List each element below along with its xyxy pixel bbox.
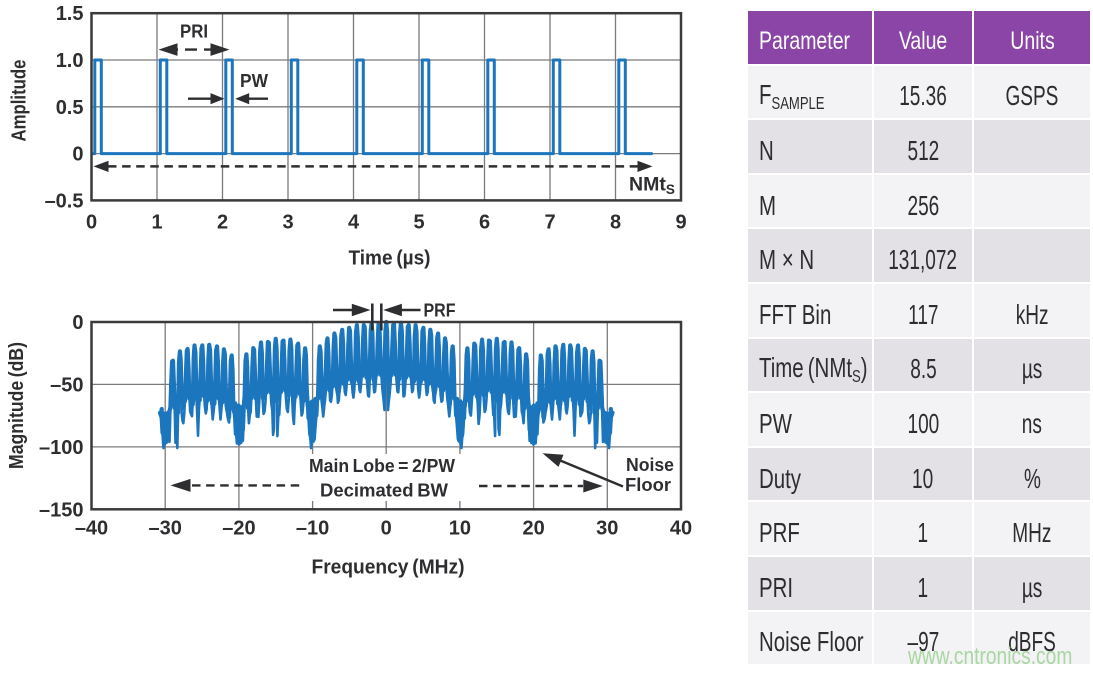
svg-text:7: 7 — [544, 212, 555, 234]
svg-text:2: 2 — [217, 212, 228, 234]
svg-text:–10: –10 — [296, 518, 329, 540]
svg-text:1: 1 — [151, 212, 162, 234]
svg-text:–40: –40 — [75, 518, 108, 540]
svg-text:5: 5 — [413, 212, 424, 234]
svg-text:9: 9 — [675, 212, 686, 234]
svg-text:6: 6 — [479, 212, 490, 234]
svg-text:40: 40 — [670, 518, 692, 540]
svg-text:0: 0 — [86, 212, 97, 234]
svg-text:3: 3 — [282, 212, 293, 234]
svg-text:1.0: 1.0 — [56, 50, 84, 72]
svg-text:PW: PW — [240, 70, 268, 91]
svg-text:Noise: Noise — [626, 454, 674, 475]
svg-text:Main Lobe = 2/PW: Main Lobe = 2/PW — [309, 455, 456, 476]
svg-text:Amplitude: Amplitude — [9, 60, 31, 142]
svg-text:10: 10 — [449, 518, 471, 540]
svg-text:20: 20 — [522, 518, 544, 540]
svg-text:–50: –50 — [50, 374, 83, 396]
svg-text:Frequency (MHz): Frequency (MHz) — [312, 557, 465, 579]
svg-text:–0.5: –0.5 — [45, 190, 84, 212]
svg-text:1.5: 1.5 — [56, 3, 84, 25]
svg-text:4: 4 — [348, 212, 360, 234]
svg-text:Magnitude (dB): Magnitude (dB) — [6, 342, 28, 469]
svg-text:PRF: PRF — [424, 300, 456, 321]
svg-text:–150: –150 — [39, 499, 84, 521]
svg-text:8: 8 — [610, 212, 621, 234]
svg-text:NMtS: NMtS — [629, 174, 675, 198]
svg-text:–30: –30 — [149, 518, 182, 540]
svg-text:0: 0 — [72, 144, 83, 166]
svg-text:Time (µs): Time (µs) — [349, 248, 431, 270]
svg-text:PRI: PRI — [180, 21, 208, 42]
svg-text:0.5: 0.5 — [56, 97, 84, 119]
svg-text:0: 0 — [381, 518, 392, 540]
svg-text:–100: –100 — [39, 437, 84, 459]
svg-text:0: 0 — [72, 312, 83, 334]
svg-text:Floor: Floor — [625, 474, 671, 495]
svg-text:–20: –20 — [222, 518, 255, 540]
svg-text:Decimated BW: Decimated BW — [320, 480, 449, 501]
svg-text:30: 30 — [596, 518, 618, 540]
